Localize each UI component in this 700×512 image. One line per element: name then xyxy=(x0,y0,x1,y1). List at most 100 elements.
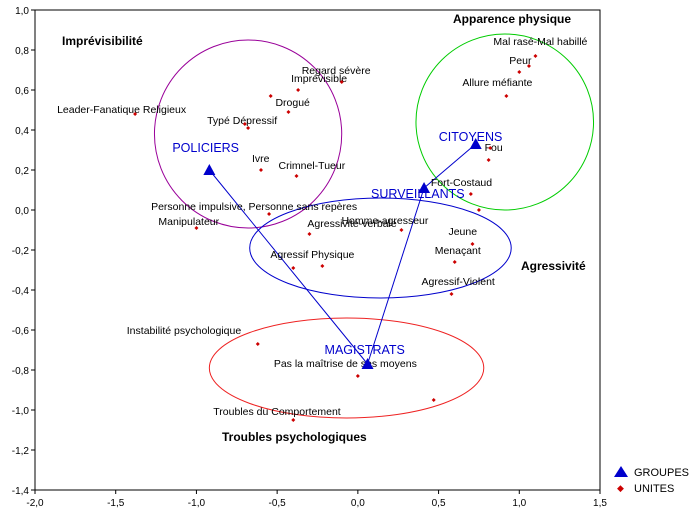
unit-label: Crimnel-Tueur xyxy=(279,160,346,172)
unit-point xyxy=(291,266,296,270)
unit-label: Agressif-Violent xyxy=(421,276,494,288)
x-tick-label: 1,0 xyxy=(512,498,526,509)
unit-point xyxy=(504,94,509,98)
y-tick-label: -0,4 xyxy=(12,286,30,297)
unit-label: Leader-Fanatique Religieux xyxy=(57,104,187,116)
legend-label-groupes: GROUPES xyxy=(634,467,689,479)
unit-point xyxy=(246,126,251,130)
unit-label: Homme-agresseur xyxy=(341,215,428,227)
unit-label: Ivre xyxy=(252,153,270,165)
x-tick-label: -1,0 xyxy=(188,498,206,509)
unit-point xyxy=(452,260,457,264)
unit-label: Fou xyxy=(485,142,503,154)
unit-point xyxy=(488,146,493,150)
group-link xyxy=(208,169,368,365)
group-point xyxy=(203,164,216,175)
unit-point xyxy=(255,342,260,346)
unit-label: Regard sévère xyxy=(302,65,371,77)
y-tick-label: -1,4 xyxy=(12,486,30,497)
unit-point xyxy=(320,264,325,268)
group-point xyxy=(361,358,374,369)
y-tick-label: -0,2 xyxy=(12,246,30,257)
zone-title-agressivite: Agressivité xyxy=(521,259,586,273)
y-tick-label: -1,2 xyxy=(12,446,30,457)
unit-label: Menaçant xyxy=(435,245,481,257)
unit-point xyxy=(267,212,272,216)
unit-label: Jeune xyxy=(448,226,477,238)
unit-point xyxy=(399,228,404,232)
group-link xyxy=(423,143,477,189)
unit-label: Peur xyxy=(509,55,532,67)
x-tick-label: 0,5 xyxy=(432,498,446,509)
y-tick-label: 0,0 xyxy=(15,206,29,217)
unit-point xyxy=(486,158,491,162)
x-tick-label: 0,0 xyxy=(351,498,365,509)
unit-point xyxy=(296,88,301,92)
plot-area xyxy=(34,9,601,491)
legend-label-unites: UNITES xyxy=(634,483,674,495)
unit-point xyxy=(449,292,454,296)
zone-title-apparence: Apparence physique xyxy=(453,12,571,26)
y-tick-label: -0,8 xyxy=(12,366,30,377)
legend-diamond-icon: ◆ xyxy=(617,484,624,494)
y-tick-label: 0,4 xyxy=(15,126,29,137)
x-tick-label: 1,5 xyxy=(593,498,607,509)
unit-point xyxy=(286,110,291,114)
x-tick-label: -0,5 xyxy=(269,498,287,509)
group-label: SURVEILLANTS xyxy=(371,187,465,201)
unit-point xyxy=(470,242,475,246)
unit-point xyxy=(339,80,344,84)
unit-point xyxy=(533,54,538,58)
legend: GROUPES ◆ UNITES xyxy=(614,466,689,495)
unit-point xyxy=(294,174,299,178)
y-tick-label: -0,6 xyxy=(12,326,30,337)
legend-triangle-icon xyxy=(614,466,628,477)
unit-label: Troubles du Comportement xyxy=(213,406,341,418)
unit-label: Personne impulsive, Personne sans repère… xyxy=(151,201,357,213)
y-tick-label: 1,0 xyxy=(15,6,29,17)
x-tick-label: -1,5 xyxy=(107,498,125,509)
unit-point xyxy=(242,122,247,126)
zone-title-troubles: Troubles psychologiques xyxy=(222,430,367,444)
y-tick-label: -1,0 xyxy=(12,406,30,417)
unit-label: Manipulateur xyxy=(158,216,219,228)
unit-point xyxy=(291,418,296,422)
unit-label: Allure méfiante xyxy=(462,77,532,89)
group-label: CITOYENS xyxy=(439,130,503,144)
group-label: POLICIERS xyxy=(172,141,239,155)
unit-label: Typé Dépressif xyxy=(207,115,277,127)
y-tick-label: 0,2 xyxy=(15,166,29,177)
unit-point xyxy=(476,208,481,212)
group-point xyxy=(418,182,431,193)
unit-point xyxy=(355,374,360,378)
unit-point xyxy=(526,64,531,68)
unit-label: Mal rasé-Mal habillé xyxy=(493,36,587,48)
y-tick-label: 0,8 xyxy=(15,46,29,57)
unit-label: Agressivité-verbale xyxy=(307,218,396,230)
unit-label: Imprévisible xyxy=(291,73,347,85)
unit-point xyxy=(307,232,312,236)
unit-point xyxy=(468,192,473,196)
zone-title-imprevisibilite: Imprévisibilité xyxy=(62,34,143,48)
unit-point xyxy=(133,112,138,116)
unit-label: Drogué xyxy=(275,97,310,109)
group-label: MAGISTRATS xyxy=(325,343,405,357)
unit-label: Instabilité psychologique xyxy=(127,325,242,337)
zone-ellipse xyxy=(249,197,512,299)
zone-ellipse xyxy=(153,39,343,229)
y-tick-label: 0,6 xyxy=(15,86,29,97)
unit-label: Agressif Physique xyxy=(270,249,354,261)
unit-point xyxy=(517,70,522,74)
unit-point xyxy=(268,94,273,98)
group-point xyxy=(469,138,482,149)
group-link xyxy=(367,187,425,365)
unit-point xyxy=(431,398,436,402)
x-tick-label: -2,0 xyxy=(26,498,44,509)
unit-point xyxy=(259,168,263,172)
zone-ellipse xyxy=(415,33,595,211)
unit-label: Pas la maîtrise de ses moyens xyxy=(274,358,417,370)
zone-ellipse xyxy=(208,317,485,419)
unit-point xyxy=(194,226,199,230)
unit-label: Fort-Costaud xyxy=(431,177,492,189)
